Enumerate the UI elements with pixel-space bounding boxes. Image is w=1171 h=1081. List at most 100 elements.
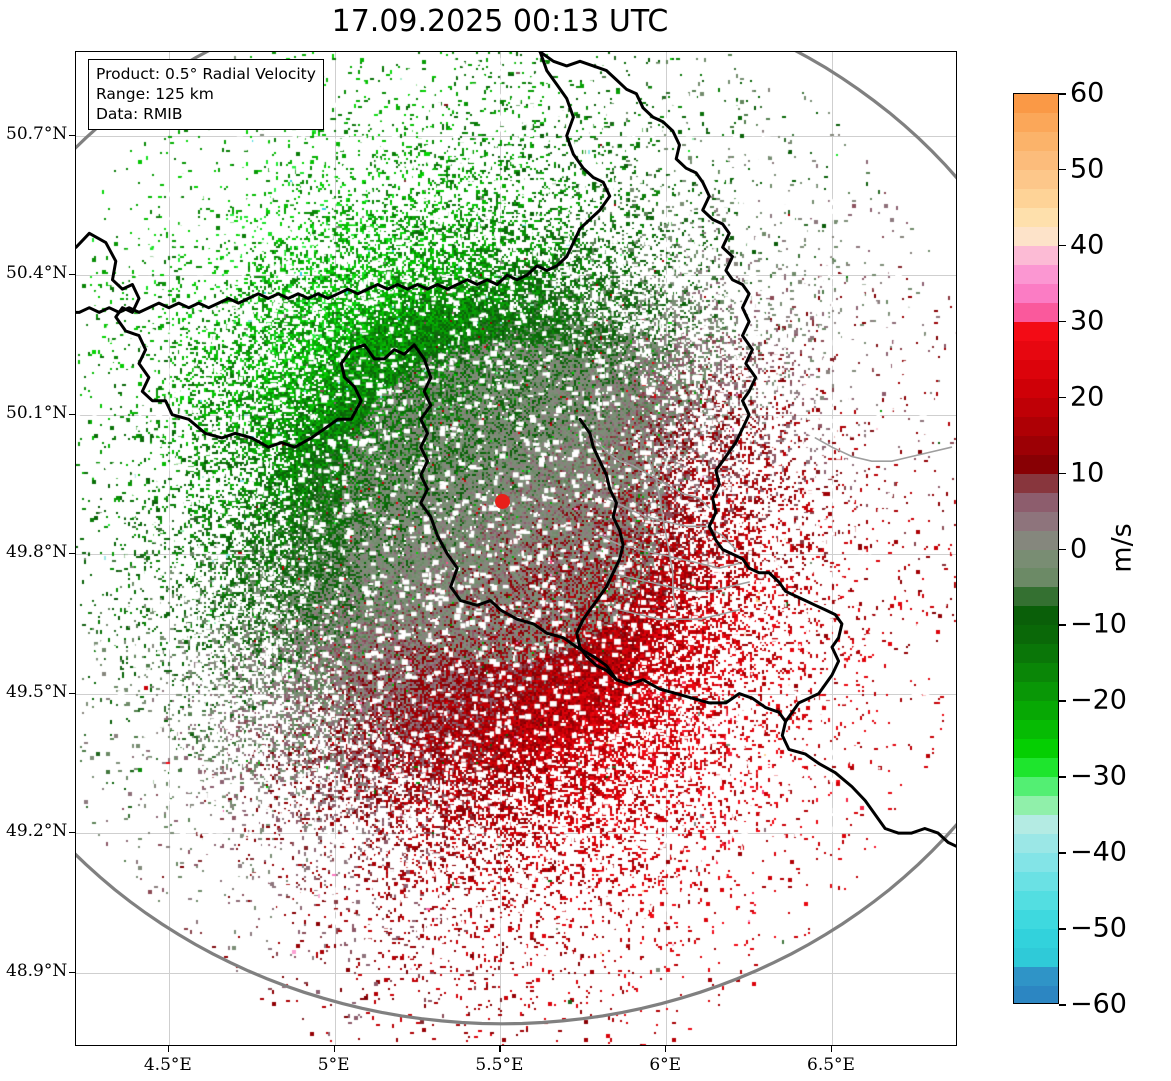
- colorbar-band: [1014, 815, 1058, 835]
- colorbar-tick-mark: [1059, 93, 1066, 95]
- colorbar-band: [1014, 416, 1058, 437]
- colorbar-band: [1014, 986, 1058, 1003]
- longitude-tick-mark: [333, 1046, 335, 1052]
- colorbar-band: [1014, 112, 1058, 133]
- colorbar-tick-mark: [1059, 396, 1066, 399]
- longitude-tick-label: 4.5°E: [143, 1055, 192, 1075]
- colorbar-band: [1014, 910, 1058, 930]
- colorbar-band: [1014, 967, 1058, 987]
- colorbar-tick-label: 50: [1070, 153, 1105, 185]
- colorbar-tick-label: −40: [1070, 836, 1127, 868]
- longitude-tick-label: 5.5°E: [475, 1055, 524, 1075]
- colorbar-band: [1014, 378, 1058, 399]
- colorbar-band: [1014, 606, 1058, 627]
- colorbar-band: [1014, 245, 1058, 266]
- colorbar-tick-mark: [1059, 928, 1066, 930]
- colorbar-unit-label: m/s: [1106, 523, 1138, 573]
- colorbar-band: [1014, 587, 1058, 608]
- border-belgium-germany: [538, 52, 844, 723]
- colorbar-band: [1014, 283, 1058, 304]
- colorbar-tick-mark: [1059, 776, 1066, 778]
- colorbar-tick-mark: [1059, 168, 1066, 171]
- colorbar-band: [1014, 948, 1058, 968]
- admin-line-2: [605, 497, 737, 551]
- colorbar-tick-mark: [1059, 852, 1066, 854]
- info-range: Range: 125 km: [96, 85, 214, 104]
- colorbar-band: [1014, 834, 1058, 854]
- longitude-tick-mark: [831, 1046, 833, 1052]
- latitude-tick-mark: [69, 274, 75, 276]
- admin-line-1: [579, 418, 711, 509]
- admin-line-4: [608, 571, 750, 593]
- colorbar-band: [1014, 625, 1058, 645]
- info-product: Product: 0.5° Radial Velocity: [96, 65, 316, 83]
- latitude-tick-mark: [69, 553, 75, 555]
- colorbar[interactable]: 60 50 40 30 20 10 0 −10 −20 −30 −40 −50 −60: [1013, 78, 1127, 1020]
- colorbar-band: [1014, 492, 1058, 513]
- admin-line-6: [648, 460, 678, 611]
- colorbar-tick-mark: [1059, 548, 1066, 551]
- colorbar-band: [1014, 226, 1058, 247]
- colorbar-band: [1014, 777, 1058, 797]
- country-border-lines: [76, 52, 956, 848]
- longitude-tick-mark: [665, 1046, 667, 1052]
- border-luxembourg-belgium: [575, 417, 625, 682]
- colorbar-band: [1014, 321, 1058, 342]
- map-plot-area[interactable]: Product: 0.5° Radial Velocity Range: 125…: [75, 51, 957, 1046]
- colorbar-band: [1014, 549, 1058, 570]
- colorbar-band: [1014, 891, 1058, 911]
- colorbar-tick-label: −30: [1070, 760, 1127, 792]
- colorbar-band: [1014, 796, 1058, 816]
- colorbar-band: [1014, 530, 1058, 551]
- longitude-tick-label: 6.5°E: [807, 1055, 855, 1075]
- range-ring-125km: [76, 52, 956, 1026]
- colorbar-band: [1014, 739, 1058, 759]
- colorbar-band: [1014, 188, 1058, 209]
- colorbar-band: [1014, 340, 1058, 361]
- colorbar-band: [1014, 644, 1058, 664]
- colorbar-band: [1014, 207, 1058, 228]
- colorbar-tick-label: 20: [1070, 381, 1105, 413]
- colorbar-tick-label: 60: [1070, 77, 1105, 109]
- colorbar-tick-mark: [1059, 700, 1066, 702]
- colorbar-tick-label: −50: [1070, 912, 1127, 944]
- page-title: 17.09.2025 00:13 UTC: [331, 4, 669, 39]
- longitude-tick-label: 5°E: [317, 1055, 350, 1075]
- colorbar-band: [1014, 131, 1058, 152]
- colorbar-band: [1014, 663, 1058, 683]
- info-data: Data: RMIB: [96, 105, 183, 124]
- colorbar-band: [1014, 94, 1058, 114]
- colorbar-band: [1014, 435, 1058, 456]
- longitude-tick-mark: [499, 1046, 501, 1052]
- longitude-tick-label: 6°E: [649, 1055, 682, 1075]
- latitude-tick-mark: [69, 413, 75, 415]
- map-canvas: Product: 0.5° Radial Velocity Range: 125…: [76, 52, 956, 1045]
- colorbar-tick-label: −60: [1070, 988, 1127, 1020]
- colorbar-tick-label: −20: [1070, 684, 1127, 716]
- longitude-tick-mark: [167, 1046, 170, 1052]
- colorbar-tick-label: −10: [1070, 608, 1127, 640]
- admin-line-5: [618, 609, 741, 621]
- info-box: Product: 0.5° Radial Velocity Range: 125…: [88, 59, 324, 131]
- colorbar-band: [1014, 169, 1058, 190]
- colorbar-band: [1014, 359, 1058, 380]
- colorbar-band: [1014, 758, 1058, 778]
- colorbar-band: [1014, 853, 1058, 873]
- radar-echo-layer: [76, 52, 956, 1045]
- colorbar-band: [1014, 302, 1058, 323]
- colorbar-gradient: [1013, 93, 1059, 1004]
- colorbar-tick-mark: [1059, 1004, 1066, 1006]
- latitude-tick-mark: [69, 832, 75, 834]
- colorbar-tick-label: 30: [1070, 305, 1105, 337]
- colorbar-band: [1014, 473, 1058, 494]
- colorbar-band: [1014, 682, 1058, 702]
- colorbar-band: [1014, 568, 1058, 589]
- admin-border-lines: [579, 418, 953, 621]
- colorbar-band: [1014, 929, 1058, 949]
- colorbar-band: [1014, 511, 1058, 532]
- colorbar-tick-mark: [1059, 472, 1066, 475]
- colorbar-tick-mark: [1059, 320, 1066, 323]
- colorbar-tick-mark: [1059, 624, 1066, 626]
- radar-site-marker[interactable]: [494, 493, 510, 509]
- border-belgium-netherlands: [76, 52, 612, 314]
